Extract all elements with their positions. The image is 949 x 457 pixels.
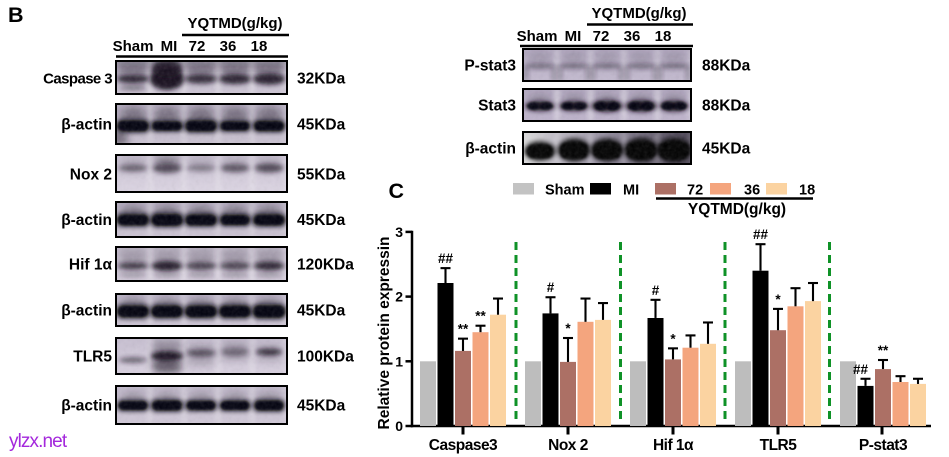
svg-text:18: 18: [251, 38, 268, 55]
svg-text:*: *: [775, 292, 781, 307]
svg-text:**: **: [878, 343, 889, 358]
svg-text:*: *: [670, 331, 676, 346]
svg-text:TLR5: TLR5: [760, 437, 798, 454]
svg-text:32KDa: 32KDa: [297, 71, 346, 88]
svg-text:36: 36: [220, 38, 237, 55]
svg-text:YQTMD(g/kg): YQTMD(g/kg): [188, 15, 283, 32]
svg-text:β-actin: β-actin: [61, 303, 112, 320]
svg-text:45KDa: 45KDa: [702, 141, 751, 158]
svg-text:Hif 1α: Hif 1α: [653, 437, 694, 454]
svg-text:Stat3: Stat3: [478, 98, 516, 115]
svg-text:Relative protein expressin: Relative protein expressin: [376, 237, 393, 430]
svg-text:β-actin: β-actin: [61, 398, 112, 415]
svg-text:45KDa: 45KDa: [297, 398, 346, 415]
svg-text:36: 36: [744, 183, 760, 199]
svg-text:B: B: [8, 3, 24, 27]
svg-text:72: 72: [189, 38, 206, 55]
svg-text:120KDa: 120KDa: [297, 257, 354, 274]
svg-text:YQTMD(g/kg): YQTMD(g/kg): [688, 201, 786, 218]
svg-text:88KDa: 88KDa: [702, 98, 751, 115]
svg-text:##: ##: [853, 362, 869, 377]
svg-text:YQTMD(g/kg): YQTMD(g/kg): [592, 5, 687, 22]
svg-text:**: **: [475, 309, 486, 324]
svg-text:Sham: Sham: [517, 28, 558, 45]
svg-text:##: ##: [438, 251, 454, 266]
svg-text:MI: MI: [623, 183, 639, 199]
svg-text:2: 2: [395, 289, 403, 305]
svg-text:MI: MI: [565, 28, 582, 45]
svg-text:55KDa: 55KDa: [297, 167, 346, 184]
svg-text:β-actin: β-actin: [61, 212, 112, 229]
svg-text:1: 1: [395, 353, 403, 369]
svg-text:*: *: [565, 321, 571, 336]
svg-text:72: 72: [687, 183, 703, 199]
svg-text:3: 3: [395, 224, 403, 240]
svg-text:Nox 2: Nox 2: [548, 437, 588, 454]
svg-text:P-stat3: P-stat3: [464, 58, 516, 75]
svg-text:45KDa: 45KDa: [297, 117, 346, 134]
svg-text:36: 36: [624, 28, 641, 45]
svg-text:72: 72: [593, 28, 610, 45]
svg-text:TLR5: TLR5: [73, 349, 112, 366]
svg-text:18: 18: [799, 183, 815, 199]
svg-text:**: **: [458, 322, 469, 337]
svg-text:#: #: [652, 283, 660, 298]
svg-text:β-actin: β-actin: [61, 117, 112, 134]
svg-text:P-stat3: P-stat3: [859, 437, 908, 454]
svg-text:##: ##: [753, 227, 769, 242]
svg-text:Hif 1α: Hif 1α: [69, 257, 113, 274]
svg-text:Caspase 3: Caspase 3: [43, 71, 112, 88]
svg-text:45KDa: 45KDa: [297, 212, 346, 229]
svg-text:C: C: [389, 179, 405, 203]
svg-text:#: #: [547, 280, 555, 295]
svg-text:100KDa: 100KDa: [297, 349, 354, 366]
svg-text:Caspase3: Caspase3: [429, 437, 498, 454]
svg-text:Sham: Sham: [113, 38, 154, 55]
svg-text:β-actin: β-actin: [465, 141, 516, 158]
svg-text:Sham: Sham: [545, 183, 585, 199]
svg-text:ylzx.net: ylzx.net: [9, 431, 68, 452]
svg-text:88KDa: 88KDa: [702, 58, 751, 75]
svg-text:MI: MI: [161, 38, 178, 55]
svg-text:Nox 2: Nox 2: [70, 167, 112, 184]
svg-text:45KDa: 45KDa: [297, 303, 346, 320]
svg-text:0: 0: [395, 418, 403, 434]
svg-text:18: 18: [655, 28, 672, 45]
